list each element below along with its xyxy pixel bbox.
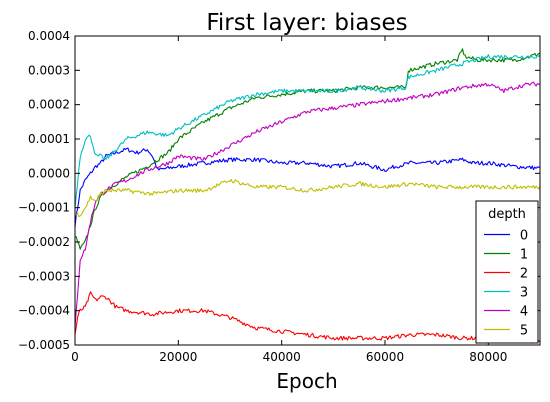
series-line-1 xyxy=(75,48,541,250)
series-line-5 xyxy=(74,178,541,218)
legend-title: depth xyxy=(488,207,526,222)
x-tick-label: 80000 xyxy=(469,350,507,364)
x-tick-label: 0 xyxy=(71,350,79,364)
series-layer xyxy=(74,48,541,344)
y-tick-label: −0.0005 xyxy=(18,338,70,352)
legend-label-5: 5 xyxy=(520,324,528,339)
plot-frame xyxy=(74,35,541,346)
legend: depth 0 1 2 3 4 5 xyxy=(475,200,539,344)
x-tick-label: 60000 xyxy=(366,350,404,364)
y-tick-label: −0.0001 xyxy=(18,201,70,215)
y-tick-label: −0.0003 xyxy=(18,269,70,283)
series-line-4 xyxy=(74,81,541,327)
legend-label-3: 3 xyxy=(520,286,528,301)
series-line-0 xyxy=(74,147,541,227)
y-tick-label: −0.0002 xyxy=(18,235,70,249)
x-tick-label: 20000 xyxy=(159,350,197,364)
legend-label-1: 1 xyxy=(520,248,528,263)
chart-title: First layer: biases xyxy=(206,10,407,36)
legend-label-0: 0 xyxy=(520,229,528,244)
legend-label-2: 2 xyxy=(520,267,528,282)
y-tick-label: 0.0000 xyxy=(28,166,70,180)
legend-label-4: 4 xyxy=(520,305,528,320)
y-tick-label: 0.0001 xyxy=(28,132,70,146)
y-tick-label: 0.0002 xyxy=(28,98,70,112)
x-axis: 0 20000 40000 60000 80000 xyxy=(71,36,507,364)
y-tick-label: 0.0004 xyxy=(28,29,70,43)
series-line-2 xyxy=(74,291,541,344)
x-tick-label: 40000 xyxy=(263,350,301,364)
y-axis: −0.0005 −0.0004 −0.0003 −0.0002 −0.0001 0.000… xyxy=(18,29,540,352)
series-line-3 xyxy=(74,54,541,208)
y-tick-label: 0.0003 xyxy=(28,63,70,77)
x-axis-title: Epoch xyxy=(276,369,337,393)
y-tick-label: −0.0004 xyxy=(18,304,70,318)
